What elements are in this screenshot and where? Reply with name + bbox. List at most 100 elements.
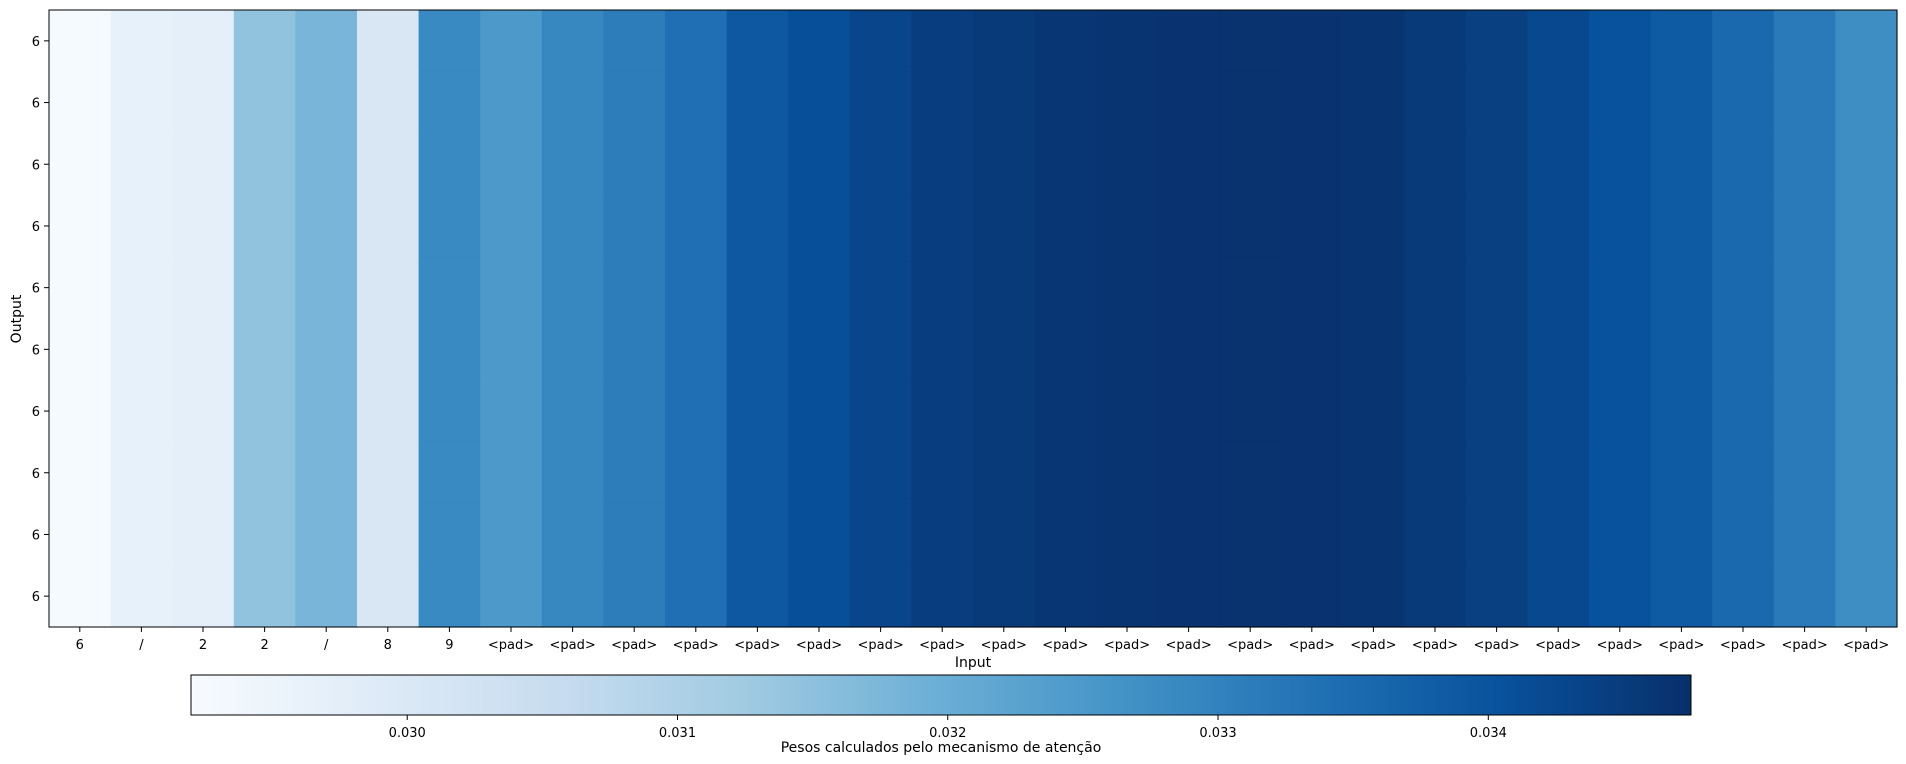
heatmap-cell — [541, 441, 604, 505]
heatmap-cell — [1773, 195, 1836, 258]
heatmap-cell — [788, 10, 851, 73]
heatmap-cell — [172, 10, 235, 73]
heatmap-cell — [1219, 10, 1282, 73]
heatmap-cell — [295, 565, 358, 628]
heatmap-cell — [973, 503, 1036, 566]
heatmap-cell — [1650, 503, 1713, 566]
heatmap-cell — [1034, 503, 1097, 566]
heatmap-cell — [1157, 71, 1220, 134]
heatmap-cell — [1219, 503, 1282, 566]
heatmap-cell — [233, 10, 296, 73]
heatmap-cell — [541, 10, 604, 73]
heatmap-cell — [418, 318, 481, 381]
heatmap-cell — [357, 256, 420, 320]
heatmap-cell — [295, 256, 358, 320]
heatmap-cell — [1404, 71, 1467, 134]
heatmap-cell — [726, 318, 789, 381]
heatmap-cell — [480, 71, 543, 134]
x-tick-label: <pad> — [611, 638, 657, 653]
heatmap-cell — [480, 10, 543, 73]
heatmap-cell — [1342, 565, 1405, 628]
heatmap-cell — [1589, 195, 1652, 258]
heatmap-cell — [541, 318, 604, 381]
heatmap-cell — [1773, 565, 1836, 628]
heatmap-cell — [726, 10, 789, 73]
heatmap-cell — [603, 71, 666, 134]
heatmap-cell — [1835, 441, 1898, 505]
heatmap-cell — [357, 503, 420, 566]
x-tick-label: 8 — [384, 638, 392, 653]
heatmap-cell — [1465, 380, 1528, 443]
colorbar — [190, 674, 1692, 716]
heatmap-cell — [1219, 133, 1282, 196]
heatmap-cell — [110, 380, 173, 443]
x-tick-label: <pad> — [1412, 638, 1458, 653]
heatmap-cell — [480, 565, 543, 628]
heatmap-cell — [911, 441, 974, 505]
y-tick-label: 6 — [32, 158, 40, 173]
heatmap-cell — [49, 380, 112, 443]
heatmap-cell — [233, 441, 296, 505]
heatmap-cell — [1034, 318, 1097, 381]
heatmap-cell — [973, 71, 1036, 134]
heatmap-cell — [295, 380, 358, 443]
heatmap-cell — [541, 133, 604, 196]
heatmap-cell — [1589, 10, 1652, 73]
y-tick-label: 6 — [32, 405, 40, 420]
heatmap-cell — [1773, 256, 1836, 320]
heatmap-cell — [480, 318, 543, 381]
x-tick-label: 9 — [445, 638, 453, 653]
heatmap-cell — [726, 565, 789, 628]
heatmap-cell — [726, 133, 789, 196]
colorbar-ticks: 0.030 0.031 0.032 0.033 0.034 — [389, 715, 1507, 741]
heatmap-cell — [480, 133, 543, 196]
x-axis-ticks: 6 / 2 2 / 8 9 <pad> <pad> <pad> <pad> <pad> <pad> <pa… — [76, 627, 1889, 653]
heatmap-cell — [1835, 71, 1898, 134]
heatmap-cell — [1096, 380, 1159, 443]
heatmap-cell — [1096, 71, 1159, 134]
heatmap-cell — [1219, 565, 1282, 628]
heatmap-cell — [603, 133, 666, 196]
x-tick-label: <pad> — [1473, 638, 1519, 653]
heatmap-cell — [1342, 503, 1405, 566]
heatmap-cell — [788, 441, 851, 505]
heatmap-cell — [1465, 195, 1528, 258]
x-tick-label: <pad> — [673, 638, 719, 653]
heatmap-cell — [1281, 10, 1344, 73]
heatmap-cell — [665, 441, 728, 505]
heatmap-cell — [1465, 318, 1528, 381]
x-tick-label: <pad> — [796, 638, 842, 653]
y-tick-label: 6 — [32, 35, 40, 50]
heatmap-cell — [973, 133, 1036, 196]
x-tick-label: / — [139, 638, 144, 653]
x-tick-label: <pad> — [1535, 638, 1581, 653]
heatmap-cell — [295, 195, 358, 258]
heatmap-cell — [110, 318, 173, 381]
heatmap-cell — [788, 503, 851, 566]
heatmap-cell — [418, 380, 481, 443]
colorbar-tick-label: 0.033 — [1199, 726, 1236, 741]
heatmap-cell — [1404, 133, 1467, 196]
heatmap-cell — [1281, 441, 1344, 505]
heatmap-cell — [49, 565, 112, 628]
heatmap-cell — [49, 441, 112, 505]
heatmap-cell — [49, 133, 112, 196]
heatmap-cell — [1157, 441, 1220, 505]
heatmap-cell — [480, 441, 543, 505]
heatmap-cell — [1465, 503, 1528, 566]
x-tick-label: <pad> — [1843, 638, 1889, 653]
heatmap-cell — [1650, 10, 1713, 73]
heatmap-cell — [1773, 318, 1836, 381]
heatmap-cell — [1034, 380, 1097, 443]
heatmap-cell — [1342, 71, 1405, 134]
heatmap-cell — [295, 503, 358, 566]
heatmap-cell — [603, 565, 666, 628]
x-tick-label: <pad> — [549, 638, 595, 653]
heatmap-cell — [233, 318, 296, 381]
heatmap-cell — [1712, 195, 1775, 258]
heatmap-cell — [849, 565, 912, 628]
heatmap-cell — [1835, 565, 1898, 628]
heatmap-cell — [973, 195, 1036, 258]
heatmap-cell — [480, 256, 543, 320]
heatmap-cell — [1034, 133, 1097, 196]
